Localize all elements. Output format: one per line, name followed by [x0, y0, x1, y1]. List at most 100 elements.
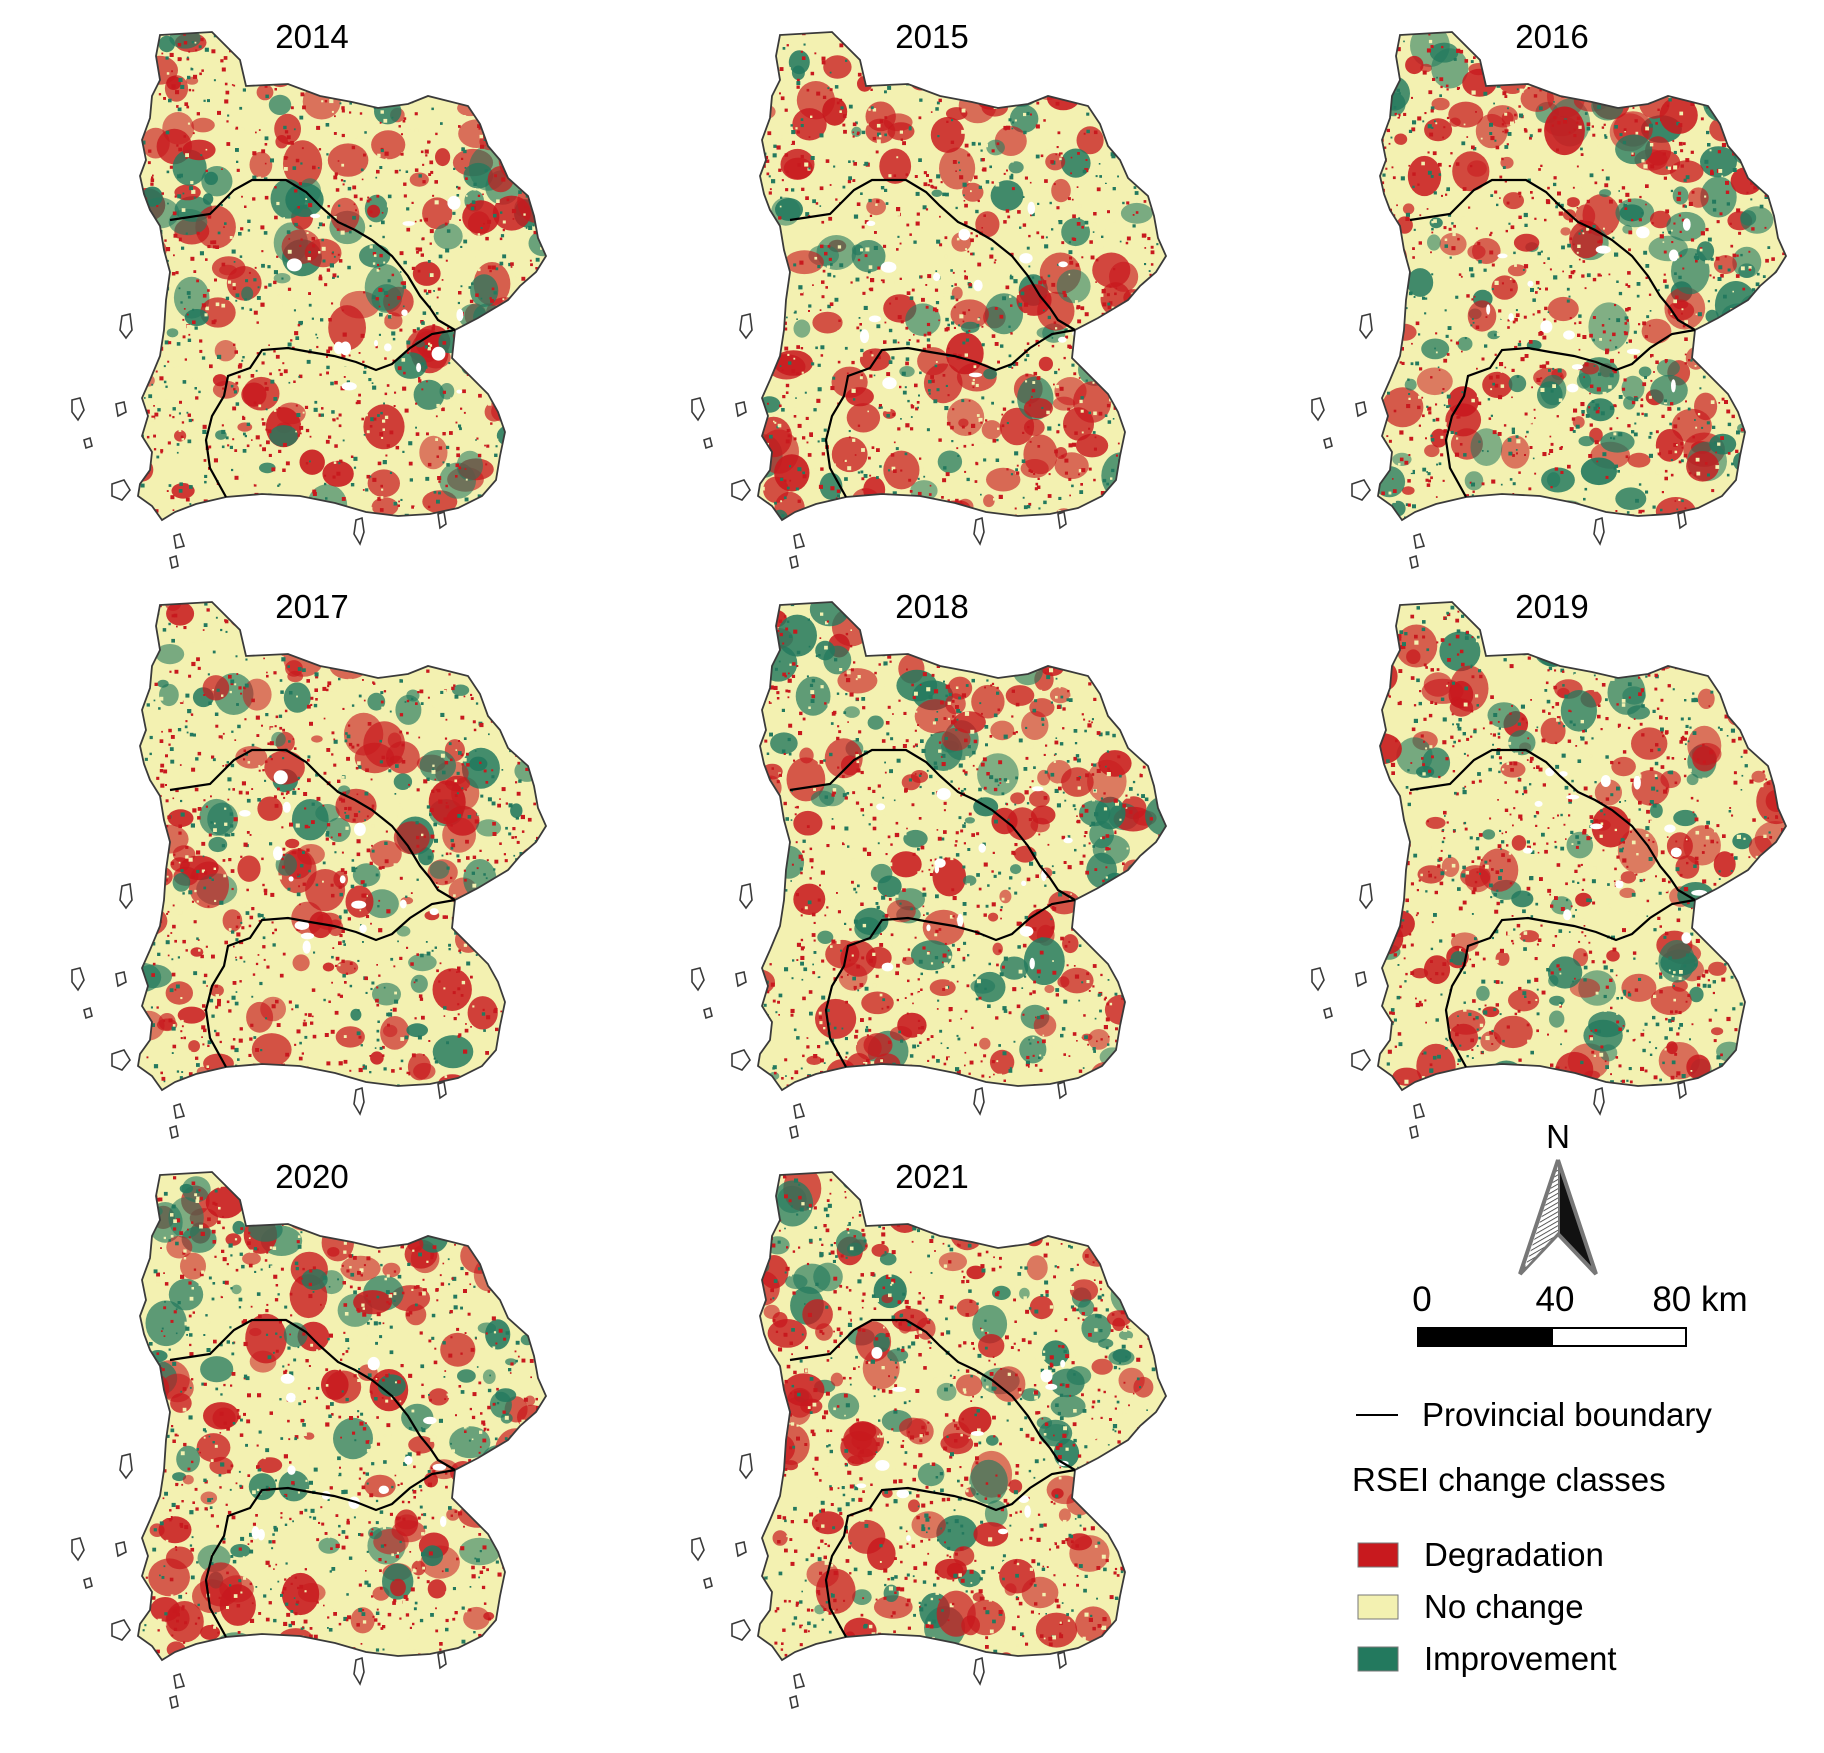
scale-bar-black-segment [1417, 1327, 1553, 1347]
no-change-base [138, 602, 546, 1090]
island-outline [83, 1576, 93, 1590]
panel-year-label: 2015 [895, 18, 968, 55]
island-outline [1677, 510, 1687, 530]
island-outline [739, 1453, 753, 1480]
scale-tick-0: 0 [1412, 1280, 1431, 1319]
panel-year-label: 2014 [275, 18, 348, 55]
island-outline [1311, 967, 1325, 992]
island-outline [703, 436, 713, 450]
coastline [1377, 601, 1788, 1092]
island-outline [71, 1537, 85, 1562]
island-outline [731, 1049, 751, 1071]
island-outline [973, 516, 985, 546]
legend-swatch-no-change [1357, 1594, 1399, 1620]
island-outline [1677, 1080, 1687, 1100]
map-panel-2018: 2018 [691, 588, 1168, 1140]
island-outline [1351, 479, 1371, 501]
legend-title: RSEI change classes [1352, 1461, 1666, 1498]
legend-label-improvement: Improvement [1424, 1640, 1617, 1677]
legend: Provincial boundary RSEI change classes … [1352, 1396, 1712, 1677]
provincial-boundary-north [1409, 178, 1696, 331]
island-outline [735, 1541, 747, 1558]
island-outline [119, 883, 133, 910]
island-outline [793, 532, 806, 549]
north-arrow-label: N [1546, 1118, 1570, 1155]
island-outline [973, 1086, 985, 1116]
coastline [757, 31, 1168, 522]
island-outline [1351, 1049, 1371, 1071]
coastline [757, 601, 1168, 1092]
island-outline [111, 1049, 131, 1071]
island-outline [169, 1694, 179, 1710]
island-outline [789, 554, 799, 570]
island-outline [691, 397, 705, 422]
island-outline [1323, 1006, 1333, 1020]
provincial-boundary-south [204, 898, 456, 1068]
island-outline [71, 967, 85, 992]
legend-swatch-improvement [1357, 1646, 1399, 1672]
panel-year-label: 2018 [895, 588, 968, 625]
island-outline [1593, 516, 1605, 546]
north-arrow-right-half [1556, 1159, 1598, 1276]
coastline [137, 1171, 548, 1662]
island-outline [119, 1453, 133, 1480]
island-outline [437, 510, 447, 530]
island-outline [789, 1124, 799, 1140]
island-outline [83, 1006, 93, 1020]
island-outline [691, 1537, 705, 1562]
coastline [137, 31, 548, 522]
legend-boundary-label: Provincial boundary [1422, 1396, 1712, 1433]
island-outline [1323, 436, 1333, 450]
island-outline [731, 479, 751, 501]
island-outline [169, 1124, 179, 1140]
coastline [757, 1171, 1168, 1662]
island-outline [739, 883, 753, 910]
map-panel-2021: 2021 [691, 1158, 1168, 1710]
island-outline [1355, 401, 1367, 418]
provincial-boundary-south [824, 1468, 1076, 1638]
island-outline [739, 313, 753, 340]
provincial-boundary-south [824, 328, 1076, 498]
island-outline [703, 1576, 713, 1590]
island-outline [115, 401, 127, 418]
map-panel-2017: 2017 [71, 588, 548, 1140]
provincial-boundary-north [789, 178, 1076, 331]
island-outline [1355, 971, 1367, 988]
scale-bar-white-segment [1551, 1327, 1687, 1347]
island-outline [437, 1080, 447, 1100]
island-outline [1409, 554, 1419, 570]
island-outline [1413, 1102, 1426, 1119]
legend-swatch-degradation [1357, 1542, 1399, 1568]
panel-year-label: 2019 [1515, 588, 1588, 625]
island-outline [353, 516, 365, 546]
provincial-boundary-south [1444, 898, 1696, 1068]
island-outline [437, 1650, 447, 1670]
provincial-boundary-south [824, 898, 1076, 1068]
island-outline [731, 1619, 751, 1641]
island-outline [1409, 1124, 1419, 1140]
panel-year-label: 2017 [275, 588, 348, 625]
panel-year-label: 2020 [275, 1158, 348, 1195]
north-arrow-hatch [1525, 1166, 1558, 1268]
legend-label-degradation: Degradation [1424, 1536, 1604, 1573]
provincial-boundary-north [169, 748, 456, 901]
map-panel-2016: 2016 [1311, 18, 1788, 570]
island-outline [1413, 532, 1426, 549]
island-outline [1311, 397, 1325, 422]
panel-year-label: 2021 [895, 1158, 968, 1195]
island-outline [173, 1672, 186, 1689]
coastline [1377, 31, 1788, 522]
island-outline [1359, 313, 1373, 340]
provincial-boundary-north [789, 748, 1076, 901]
island-outline [1057, 1080, 1067, 1100]
coastline [137, 601, 548, 1092]
provincial-boundary-south [204, 328, 456, 498]
island-outline [115, 1541, 127, 1558]
north-arrow-icon: N [1518, 1118, 1598, 1276]
island-outline [735, 401, 747, 418]
island-outline [71, 397, 85, 422]
scale-tick-1: 40 [1536, 1280, 1575, 1319]
scale-bar: 0 40 80 km [1412, 1280, 1748, 1347]
